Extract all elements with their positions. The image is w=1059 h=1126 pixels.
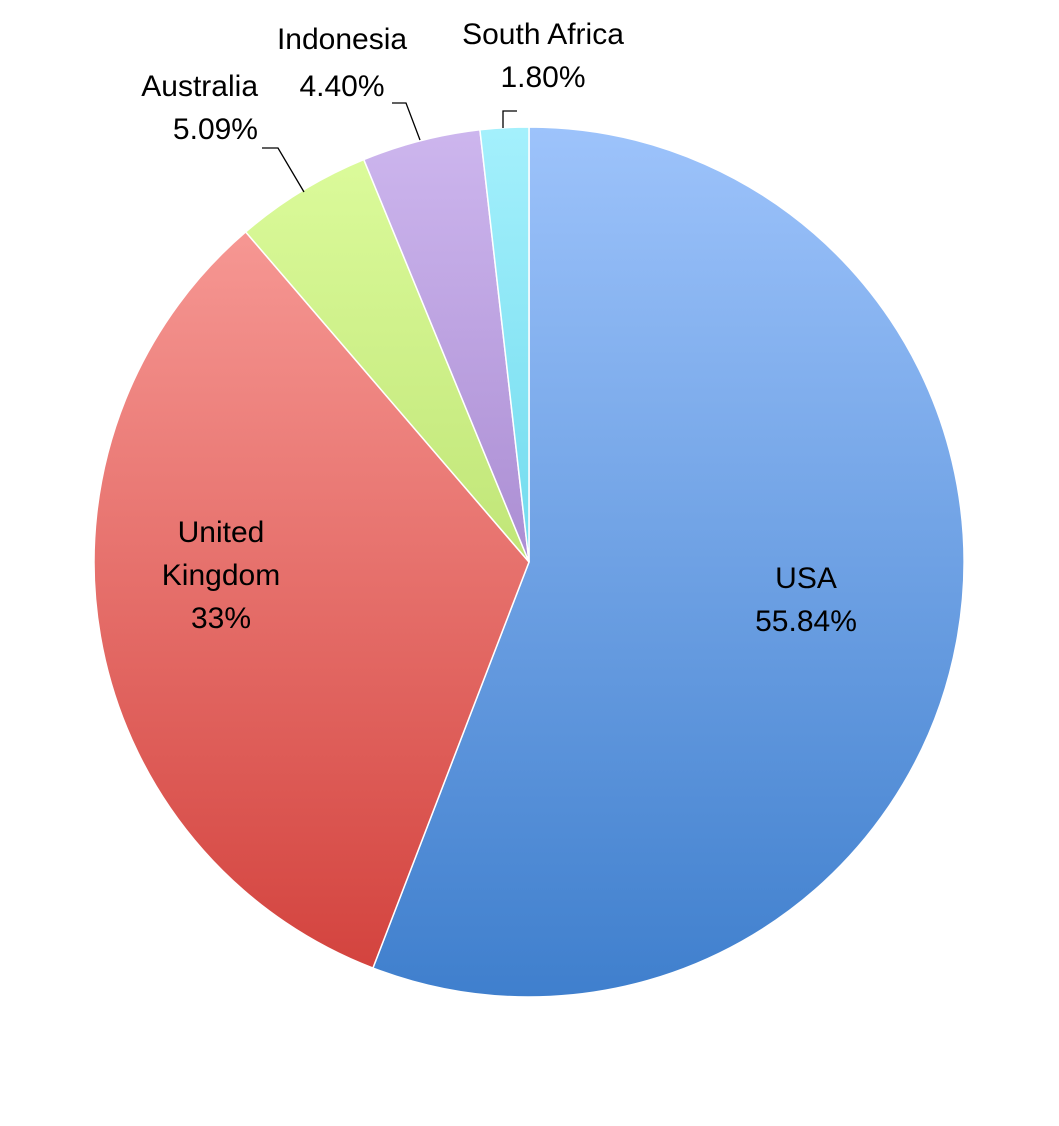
pie-slice-usa — [372, 126, 965, 998]
slice-label-australia: Australia 5.09% — [141, 70, 258, 146]
leader-line-australia — [262, 147, 305, 193]
pie-slice-united-kingdom — [93, 231, 530, 969]
leader-lines — [262, 102, 517, 193]
pie-slice-australia — [244, 158, 530, 563]
slice-label-usa: USA 55.84% — [755, 562, 857, 638]
slice-label-line: USA — [775, 562, 837, 595]
slice-label-south-africa: South Africa 1.80% — [462, 18, 624, 94]
slice-label-indonesia-value: 4.40% — [299, 70, 384, 103]
slice-label-united-kingdom: United Kingdom 33% — [162, 516, 280, 635]
slice-label-line: Australia — [141, 70, 258, 103]
pie-slice-south-africa — [479, 126, 530, 563]
leader-line-south-africa — [502, 110, 517, 128]
leader-line-indonesia — [392, 102, 421, 141]
slice-label-line: 55.84% — [755, 605, 857, 638]
slice-label-line: 1.80% — [500, 61, 585, 94]
slice-label-line: Kingdom — [162, 559, 280, 592]
slice-labels: USA 55.84% United Kingdom 33% Australia 5.09% I… — [141, 18, 857, 638]
slice-label-line: United — [178, 516, 265, 549]
slice-label-line: 33% — [191, 602, 251, 635]
pie-slices — [93, 126, 965, 998]
slice-label-line: South Africa — [462, 18, 624, 51]
slice-label-line: 5.09% — [173, 113, 258, 146]
slice-label-indonesia-name: Indonesia — [277, 23, 407, 56]
